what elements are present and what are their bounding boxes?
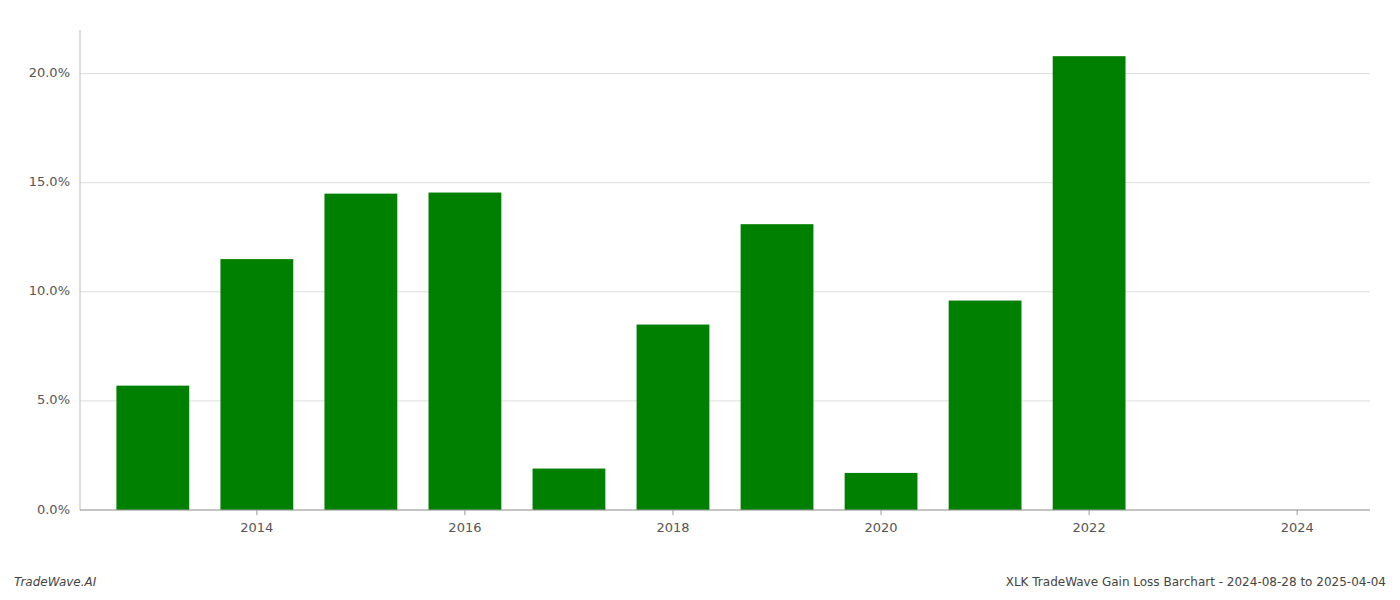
bar <box>324 194 397 510</box>
chart-container: 0.0%5.0%10.0%15.0%20.0%20142016201820202… <box>0 0 1400 600</box>
bar <box>637 325 710 510</box>
grid-line <box>80 73 1370 74</box>
bars <box>116 56 1125 510</box>
bar <box>429 193 502 510</box>
bar <box>1053 56 1126 510</box>
x-tick <box>672 510 673 515</box>
y-axis-line <box>80 30 81 510</box>
x-tick-label: 2022 <box>1073 520 1106 535</box>
grid-line <box>80 510 1370 511</box>
x-axis-line <box>80 510 1370 511</box>
chart: 0.0%5.0%10.0%15.0%20.0%20142016201820202… <box>0 0 1400 600</box>
bar <box>949 301 1022 510</box>
x-tick-label: 2016 <box>448 520 481 535</box>
y-tick-label: 20.0% <box>29 65 70 80</box>
x-tick <box>881 510 882 515</box>
x-tick-label: 2014 <box>240 520 273 535</box>
x-tick <box>464 510 465 515</box>
x-tick <box>256 510 257 515</box>
bar <box>533 469 606 510</box>
x-tick <box>1089 510 1090 515</box>
bar <box>220 259 293 510</box>
y-tick-label: 15.0% <box>29 174 70 189</box>
y-tick-label: 0.0% <box>37 502 70 517</box>
y-axis: 0.0% 5.0% 10.0% 15.0% 20.0% <box>29 30 80 517</box>
y-tick-label: 5.0% <box>37 392 70 407</box>
x-tick-label: 2018 <box>656 520 689 535</box>
x-tick <box>1297 510 1298 515</box>
x-tick-label: 2024 <box>1281 520 1314 535</box>
x-tick-label: 2020 <box>865 520 898 535</box>
x-axis: 2014 2016 2018 2020 2022 2024 <box>80 510 1370 535</box>
bar <box>116 386 189 510</box>
grid <box>80 74 1370 510</box>
bar <box>741 224 814 510</box>
bar <box>845 473 918 510</box>
grid-line <box>80 182 1370 183</box>
footer: TradeWave.AI XLK TradeWave Gain Loss Barc… <box>14 575 1386 589</box>
footer-left: TradeWave.AI <box>14 575 97 589</box>
footer-right: XLK TradeWave Gain Loss Barchart - 2024-… <box>1006 575 1386 589</box>
y-tick-label: 10.0% <box>29 283 70 298</box>
